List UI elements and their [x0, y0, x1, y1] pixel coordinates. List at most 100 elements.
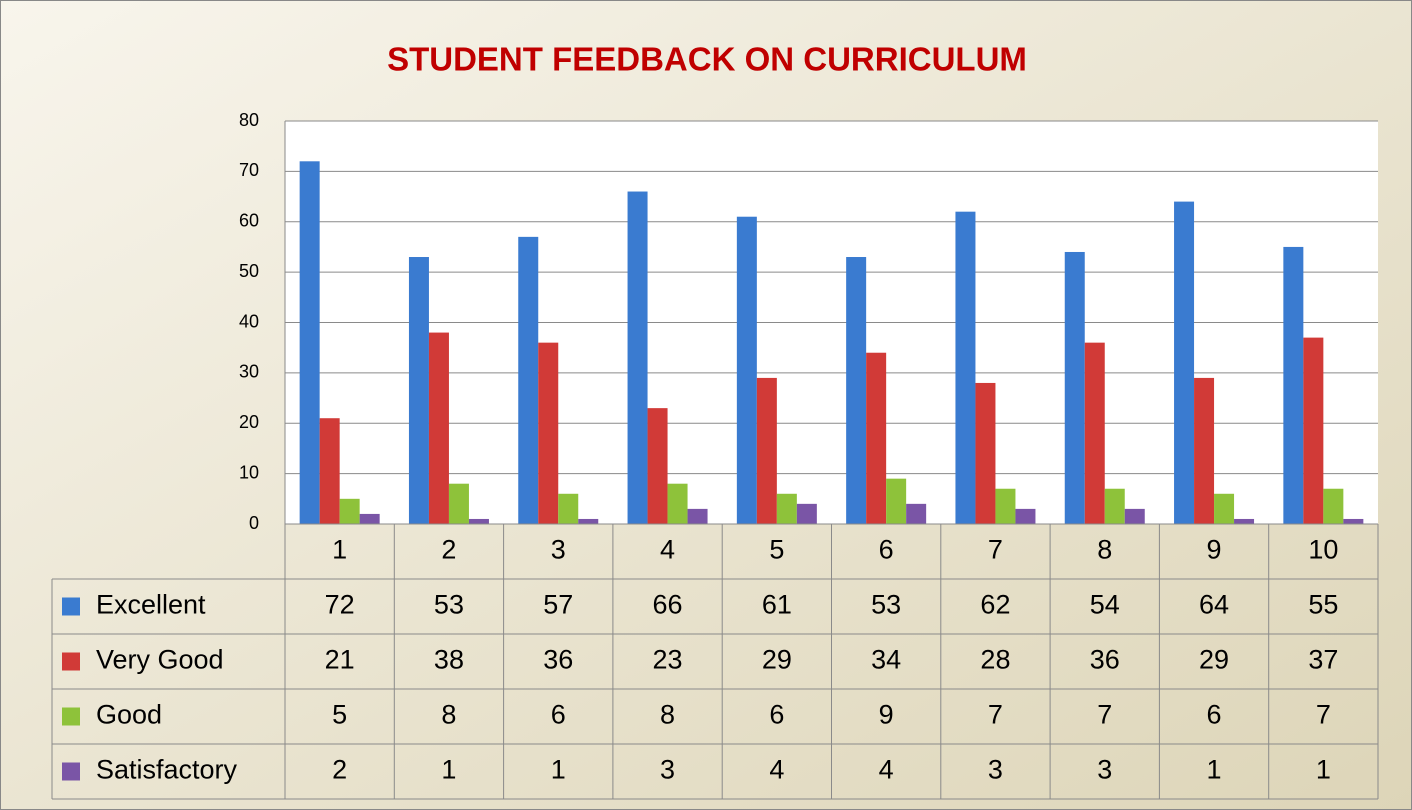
- y-tick-label: 20: [239, 412, 259, 432]
- x-tick-label: 4: [660, 535, 675, 565]
- table-value: 29: [762, 645, 792, 675]
- table-value: 9: [879, 700, 894, 730]
- bar: [776, 493, 797, 524]
- legend-label: Good: [96, 700, 162, 730]
- bar: [1214, 493, 1235, 524]
- chart-title: STUDENT FEEDBACK ON CURRICULUM: [387, 41, 1027, 78]
- table-value: 8: [441, 700, 456, 730]
- legend-key: [62, 652, 80, 671]
- bar: [687, 508, 708, 524]
- bar: [538, 342, 559, 524]
- bar: [866, 352, 887, 524]
- bar: [1234, 518, 1255, 524]
- bar: [796, 503, 817, 524]
- y-tick-label: 0: [249, 513, 259, 533]
- bar: [578, 518, 599, 524]
- table-value: 1: [551, 755, 566, 785]
- table-value: 21: [325, 645, 355, 675]
- bar: [1174, 201, 1195, 524]
- table-value: 8: [660, 700, 675, 730]
- table-value: 2: [332, 755, 347, 785]
- table-value: 29: [1199, 645, 1229, 675]
- bar: [955, 211, 976, 525]
- table-value: 6: [769, 700, 784, 730]
- y-tick-label: 60: [239, 211, 259, 231]
- table-value: 28: [980, 645, 1010, 675]
- legend-key: [62, 597, 80, 616]
- bar: [627, 191, 648, 524]
- bar: [1343, 518, 1364, 524]
- legend-key: [62, 762, 80, 781]
- bar: [1104, 488, 1125, 524]
- bar: [428, 332, 449, 524]
- bar: [756, 377, 777, 524]
- bar: [667, 483, 688, 524]
- x-tick-label: 5: [769, 535, 784, 565]
- bar: [736, 216, 757, 524]
- bar: [995, 488, 1016, 524]
- table-value: 36: [543, 645, 573, 675]
- legend-key: [62, 707, 80, 726]
- table-value: 7: [988, 700, 1003, 730]
- legend-label: Very Good: [96, 645, 224, 675]
- table-value: 1: [1207, 755, 1222, 785]
- y-tick-label: 80: [239, 110, 259, 130]
- bar: [558, 493, 579, 524]
- bar: [846, 257, 867, 524]
- legend-label: Satisfactory: [96, 755, 238, 785]
- table-value: 5: [332, 700, 347, 730]
- bar: [886, 478, 907, 524]
- table-value: 4: [769, 755, 784, 785]
- x-tick-label: 3: [551, 535, 566, 565]
- table-value: 6: [1207, 700, 1222, 730]
- bar: [518, 236, 539, 525]
- x-tick-label: 6: [879, 535, 894, 565]
- bar: [1015, 508, 1036, 524]
- y-tick-label: 50: [239, 261, 259, 281]
- table-value: 1: [1316, 755, 1331, 785]
- bar: [339, 498, 360, 524]
- legend-label: Excellent: [96, 590, 206, 620]
- bar: [1283, 246, 1304, 524]
- y-tick-label: 40: [239, 311, 259, 331]
- table-value: 7: [1097, 700, 1112, 730]
- bar: [468, 518, 489, 524]
- bar: [647, 408, 668, 524]
- bar: [1323, 488, 1344, 524]
- bar: [906, 503, 927, 524]
- table-value: 3: [660, 755, 675, 785]
- table-value: 64: [1199, 590, 1229, 620]
- table-value: 55: [1308, 590, 1338, 620]
- bar: [1124, 508, 1145, 524]
- bar: [299, 161, 320, 525]
- table-value: 57: [543, 590, 573, 620]
- table-value: 53: [434, 590, 464, 620]
- table-value: 53: [871, 590, 901, 620]
- table-value: 38: [434, 645, 464, 675]
- y-tick-label: 30: [239, 362, 259, 382]
- table-value: 72: [325, 590, 355, 620]
- table-value: 3: [988, 755, 1003, 785]
- table-value: 62: [980, 590, 1010, 620]
- x-tick-label: 8: [1097, 535, 1112, 565]
- bar: [319, 418, 340, 524]
- bar: [1194, 377, 1215, 524]
- table-value: 3: [1097, 755, 1112, 785]
- x-tick-label: 1: [332, 535, 347, 565]
- table-value: 23: [653, 645, 683, 675]
- bar: [359, 513, 380, 524]
- x-tick-label: 10: [1308, 535, 1338, 565]
- table-value: 7: [1316, 700, 1331, 730]
- table-value: 54: [1090, 590, 1120, 620]
- table-value: 1: [441, 755, 456, 785]
- table-value: 6: [551, 700, 566, 730]
- x-tick-label: 7: [988, 535, 1003, 565]
- bar: [1064, 251, 1085, 524]
- table-value: 61: [762, 590, 792, 620]
- table-value: 37: [1308, 645, 1338, 675]
- table-value: 34: [871, 645, 901, 675]
- bar: [408, 257, 429, 524]
- table-value: 36: [1090, 645, 1120, 675]
- table-value: 66: [653, 590, 683, 620]
- table-value: 4: [879, 755, 894, 785]
